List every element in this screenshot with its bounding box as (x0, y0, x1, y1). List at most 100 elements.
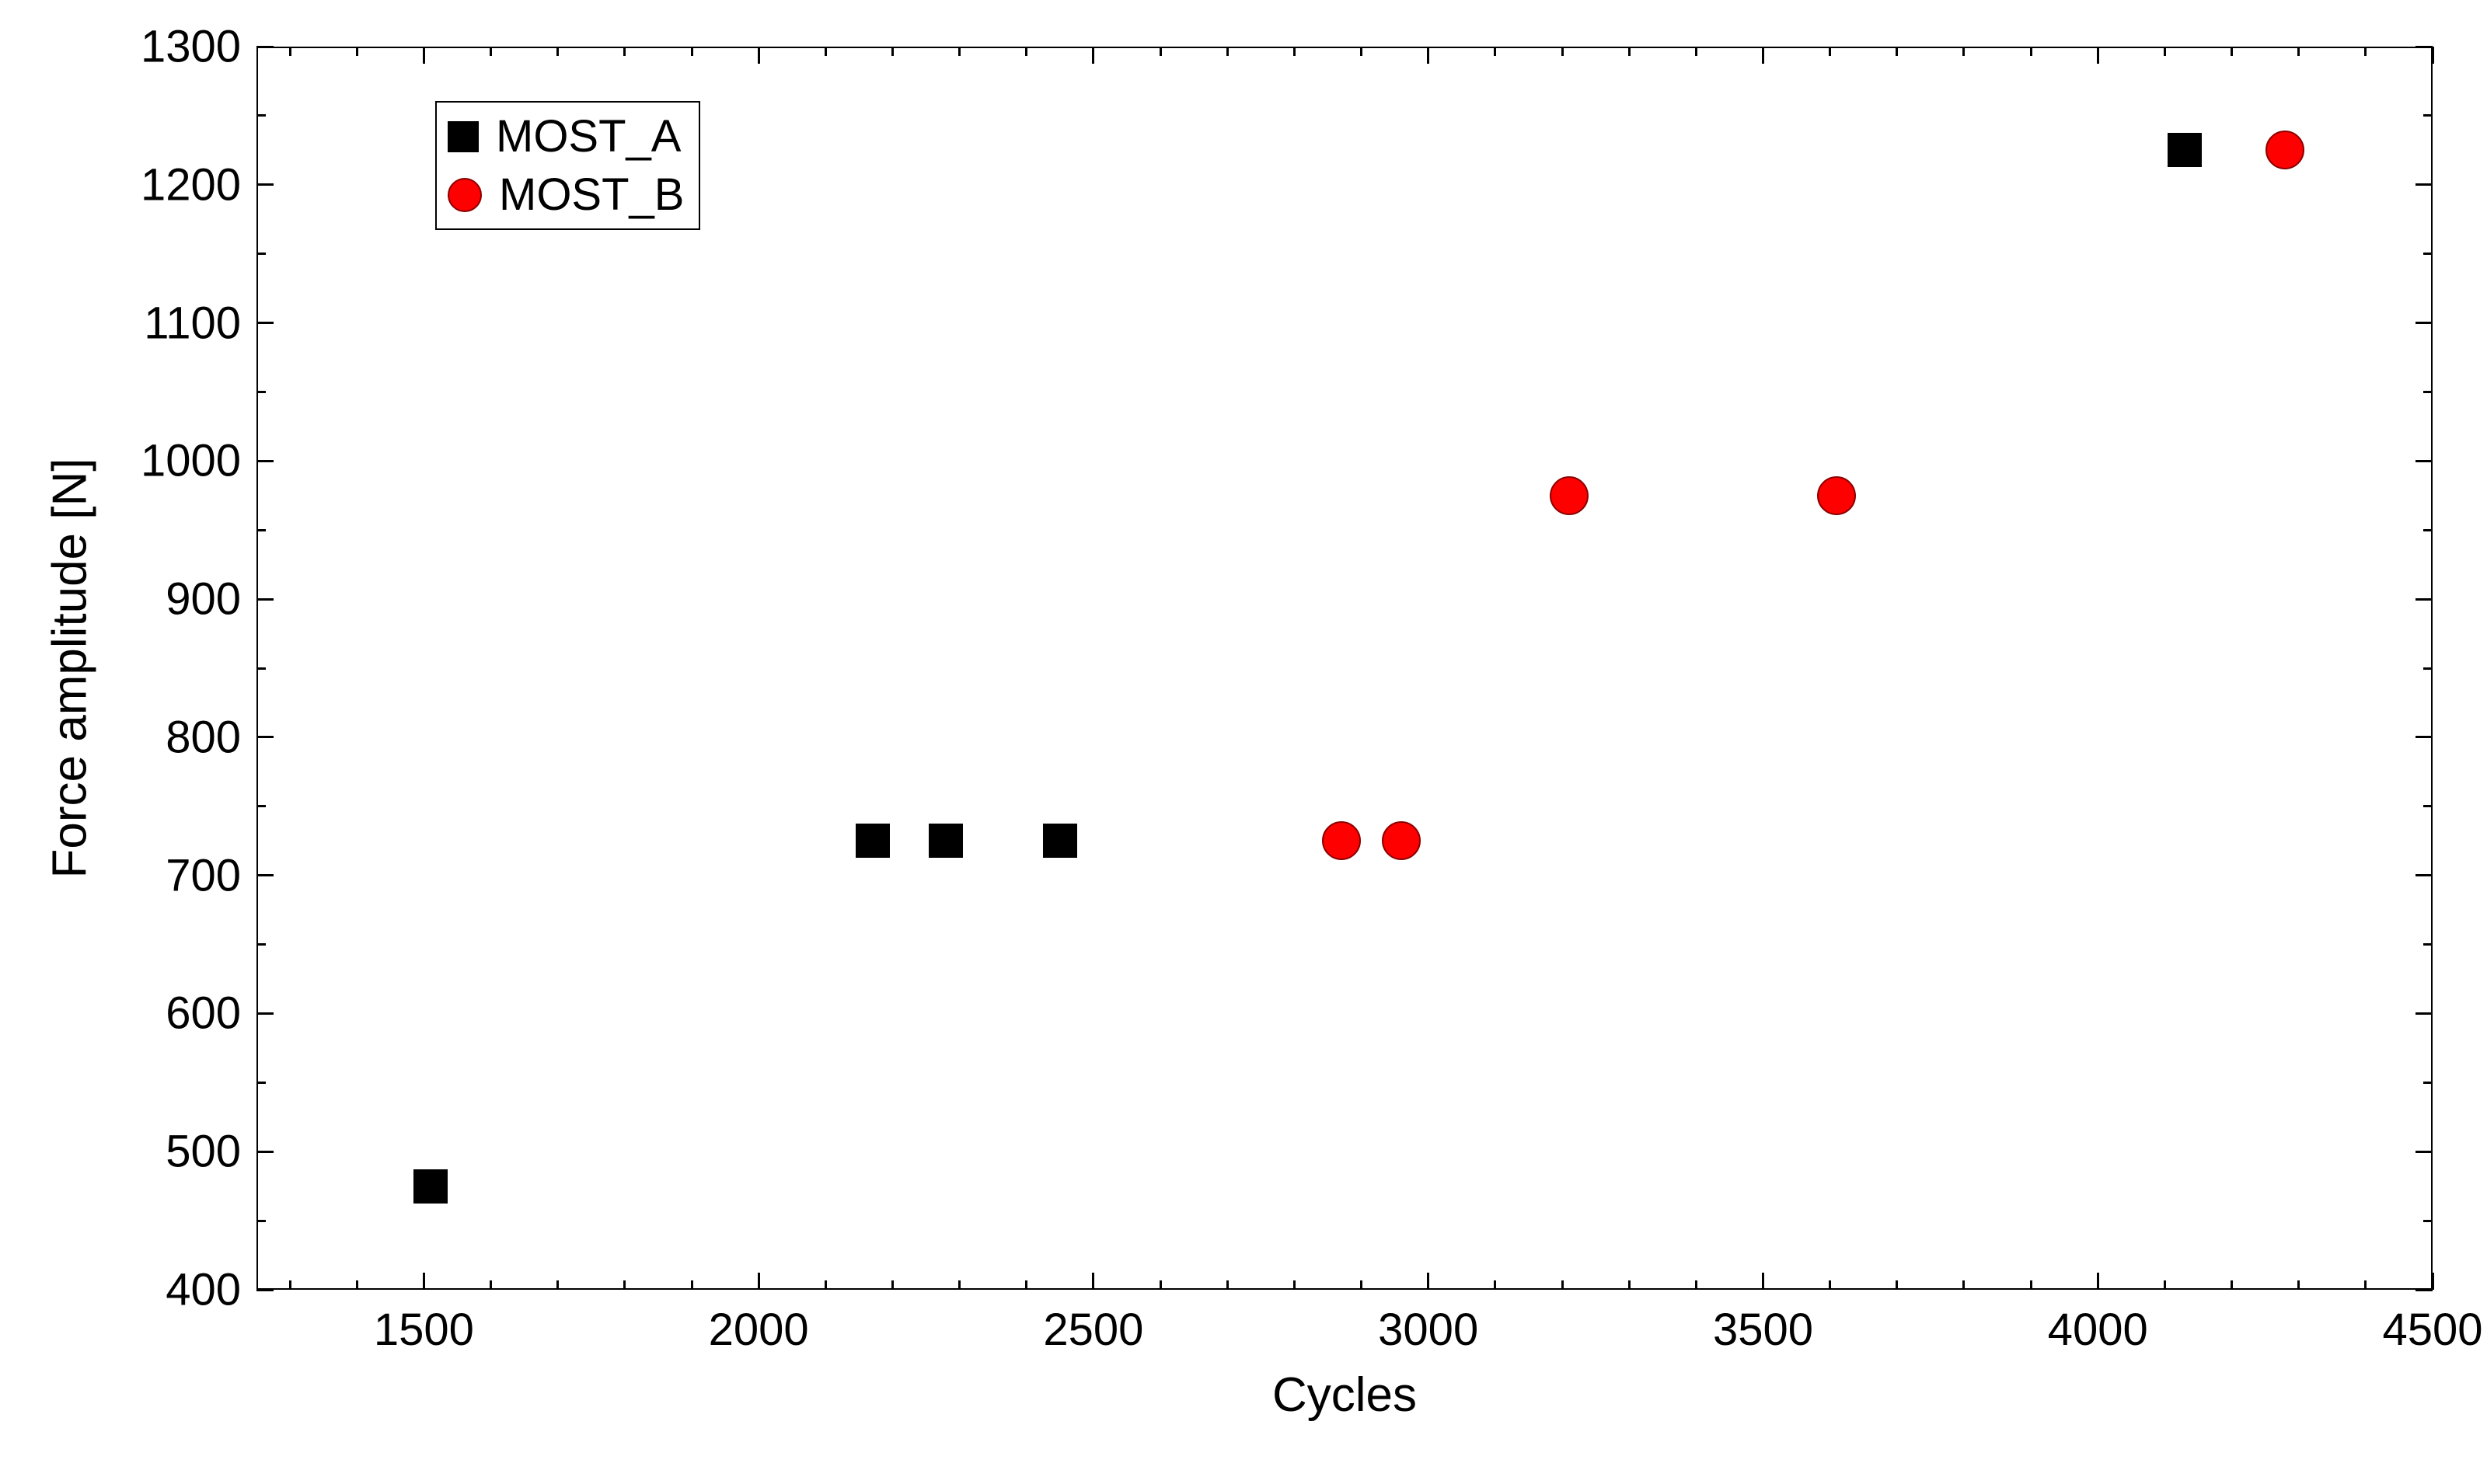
x-major-tick (2432, 47, 2434, 64)
x-minor-tick (1628, 1280, 1631, 1290)
y-minor-tick (2423, 1082, 2433, 1084)
y-major-tick (256, 183, 274, 186)
y-minor-tick (256, 943, 266, 946)
x-major-tick (2432, 1273, 2434, 1290)
x-tick-label: 2000 (709, 1304, 809, 1356)
x-minor-tick (1561, 47, 1564, 56)
x-axis-title: Cycles (1272, 1367, 1417, 1423)
legend-marker-circle-icon (448, 178, 482, 212)
x-minor-tick (2231, 47, 2233, 56)
y-minor-tick (2423, 943, 2433, 946)
legend: MOST_A MOST_B (435, 101, 700, 230)
legend-row: MOST_A (448, 110, 685, 162)
x-minor-tick (1829, 1280, 1831, 1290)
x-minor-tick (623, 47, 626, 56)
y-major-tick (2415, 1012, 2433, 1015)
y-major-tick (256, 598, 274, 601)
y-major-tick (256, 1151, 274, 1153)
y-tick-label: 600 (166, 988, 241, 1040)
y-minor-tick (2423, 391, 2433, 393)
x-minor-tick (1293, 47, 1296, 56)
legend-label: MOST_A (496, 110, 682, 162)
x-minor-tick (2231, 1280, 2233, 1290)
x-minor-tick (1025, 1280, 1027, 1290)
x-major-tick (1762, 47, 1764, 64)
y-minor-tick (256, 114, 266, 117)
y-minor-tick (2423, 529, 2433, 531)
y-tick-label: 900 (166, 573, 241, 625)
x-minor-tick (356, 1280, 358, 1290)
y-major-tick (256, 460, 274, 462)
y-minor-tick (2423, 1220, 2433, 1222)
y-major-tick (256, 46, 274, 48)
y-tick-label: 700 (166, 849, 241, 901)
y-major-tick (256, 322, 274, 324)
data-point-MOST_A (2168, 133, 2202, 167)
x-minor-tick (2164, 1280, 2166, 1290)
x-major-tick (2097, 1273, 2099, 1290)
y-minor-tick (256, 1220, 266, 1222)
x-minor-tick (958, 47, 961, 56)
y-minor-tick (256, 529, 266, 531)
data-point-MOST_B (1322, 821, 1361, 860)
x-major-tick (1762, 1273, 1764, 1290)
x-minor-tick (1695, 47, 1697, 56)
data-point-MOST_B (1382, 821, 1421, 860)
x-minor-tick (623, 1280, 626, 1290)
plot-area (256, 47, 2433, 1290)
x-minor-tick (1628, 47, 1631, 56)
y-major-tick (2415, 46, 2433, 48)
y-minor-tick (256, 391, 266, 393)
x-minor-tick (1494, 47, 1496, 56)
x-minor-tick (1160, 1280, 1162, 1290)
x-minor-tick (1025, 47, 1027, 56)
data-point-MOST_A (856, 824, 890, 858)
x-tick-label: 3000 (1378, 1304, 1478, 1356)
y-minor-tick (256, 253, 266, 255)
y-tick-label: 1000 (141, 435, 241, 487)
x-minor-tick (1962, 1280, 1965, 1290)
x-major-tick (2097, 47, 2099, 64)
y-major-tick (256, 1012, 274, 1015)
data-point-MOST_A (929, 824, 963, 858)
y-tick-label: 400 (166, 1264, 241, 1316)
x-minor-tick (1561, 1280, 1564, 1290)
data-point-MOST_A (1043, 824, 1077, 858)
data-point-MOST_B (2266, 131, 2304, 169)
y-minor-tick (2423, 667, 2433, 670)
x-minor-tick (490, 47, 492, 56)
x-minor-tick (2297, 47, 2300, 56)
x-tick-label: 4500 (2382, 1304, 2482, 1356)
y-major-tick (256, 736, 274, 738)
y-major-tick (256, 874, 274, 876)
legend-marker-square-icon (448, 121, 479, 152)
y-major-tick (2415, 1151, 2433, 1153)
x-major-tick (1092, 1273, 1094, 1290)
x-minor-tick (1962, 47, 1965, 56)
x-tick-label: 4000 (2048, 1304, 2148, 1356)
data-point-MOST_B (1817, 476, 1856, 515)
x-minor-tick (2297, 1280, 2300, 1290)
x-minor-tick (1293, 1280, 1296, 1290)
y-tick-label: 1300 (141, 21, 241, 73)
y-tick-label: 800 (166, 711, 241, 763)
x-minor-tick (1829, 47, 1831, 56)
x-minor-tick (2364, 1280, 2367, 1290)
x-minor-tick (1226, 1280, 1229, 1290)
x-major-tick (758, 1273, 760, 1290)
y-major-tick (2415, 183, 2433, 186)
y-minor-tick (2423, 805, 2433, 807)
y-major-tick (2415, 460, 2433, 462)
x-minor-tick (1360, 1280, 1362, 1290)
x-minor-tick (691, 47, 693, 56)
x-minor-tick (2030, 1280, 2032, 1290)
x-minor-tick (289, 1280, 291, 1290)
x-tick-label: 2500 (1043, 1304, 1143, 1356)
x-minor-tick (556, 47, 559, 56)
legend-row: MOST_B (448, 169, 685, 221)
y-tick-label: 1200 (141, 159, 241, 211)
y-major-tick (2415, 1289, 2433, 1291)
x-major-tick (1427, 1273, 1429, 1290)
x-major-tick (1427, 47, 1429, 64)
x-minor-tick (691, 1280, 693, 1290)
